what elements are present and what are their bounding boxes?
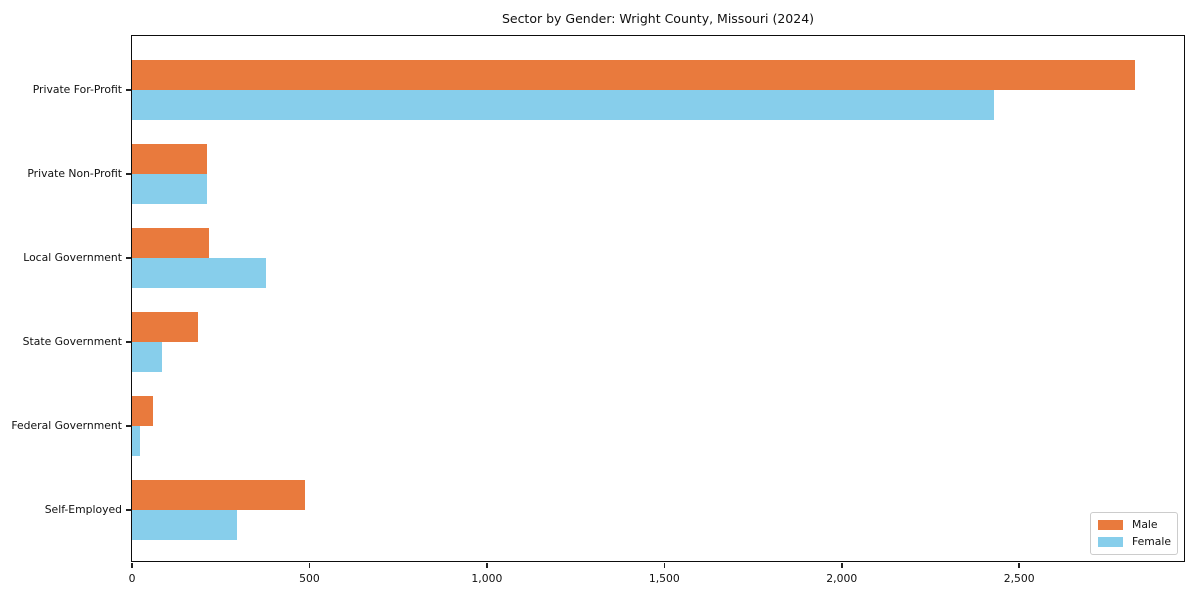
x-tick-2500 [1018, 563, 1020, 568]
y-tick-private-for-profit [126, 89, 131, 91]
y-category-label-state-government: State Government [22, 335, 122, 348]
chart-title: Sector by Gender: Wright County, Missour… [501, 11, 815, 26]
bar-female-private-for-profit [132, 90, 995, 120]
female-series-swatch [1098, 537, 1123, 547]
bar-male-local-government [132, 228, 210, 258]
y-tick-state-government [126, 341, 131, 343]
y-category-label-federal-government: Federal Government [11, 419, 122, 432]
x-tick-label-2500: 2,500 [1003, 572, 1035, 585]
x-tick-2000 [841, 563, 843, 568]
male-series-swatch [1098, 520, 1123, 530]
y-tick-private-non-profit [126, 173, 131, 175]
bar-female-state-government [132, 342, 162, 372]
y-category-label-self-employed: Self-Employed [44, 503, 122, 516]
bar-male-state-government [132, 312, 198, 342]
bar-female-self-employed [132, 510, 238, 540]
x-tick-label-2000: 2,000 [826, 572, 858, 585]
y-tick-self-employed [126, 509, 131, 511]
legend-label-female: Female [1132, 535, 1172, 548]
y-category-label-private-non-profit: Private Non-Profit [27, 167, 122, 180]
bar-male-private-non-profit [132, 144, 208, 174]
plot-area: Private For-Profit Private Non-Profit Loca… [11, 35, 1185, 585]
bar-female-private-non-profit [132, 174, 208, 204]
legend-entry-male: Male [1098, 519, 1169, 531]
x-tick-label-500: 500 [299, 572, 320, 585]
legend-label-male: Male [1132, 518, 1158, 531]
bar-male-federal-government [132, 396, 153, 426]
x-tick-label-0: 0 [128, 572, 136, 585]
y-category-label-local-government: Local Government [23, 251, 122, 264]
x-tick-1000 [486, 563, 488, 568]
x-tick-label-1500: 1,500 [648, 572, 680, 585]
legend-entry-female: Female [1098, 535, 1172, 548]
bar-female-federal-government [132, 426, 140, 456]
x-tick-0 [131, 563, 133, 568]
y-tick-federal-government [126, 425, 131, 427]
bar-female-local-government [132, 258, 267, 288]
y-category-label-private-for-profit: Private For-Profit [32, 83, 122, 96]
bar-male-private-for-profit [132, 60, 1135, 90]
x-tick-1500 [663, 563, 666, 568]
y-tick-local-government [126, 257, 131, 259]
x-tick-label-1000: 1,000 [471, 572, 503, 585]
x-tick-500 [308, 563, 311, 568]
bar-male-self-employed [132, 480, 306, 510]
legend: Male Female [1090, 512, 1178, 555]
